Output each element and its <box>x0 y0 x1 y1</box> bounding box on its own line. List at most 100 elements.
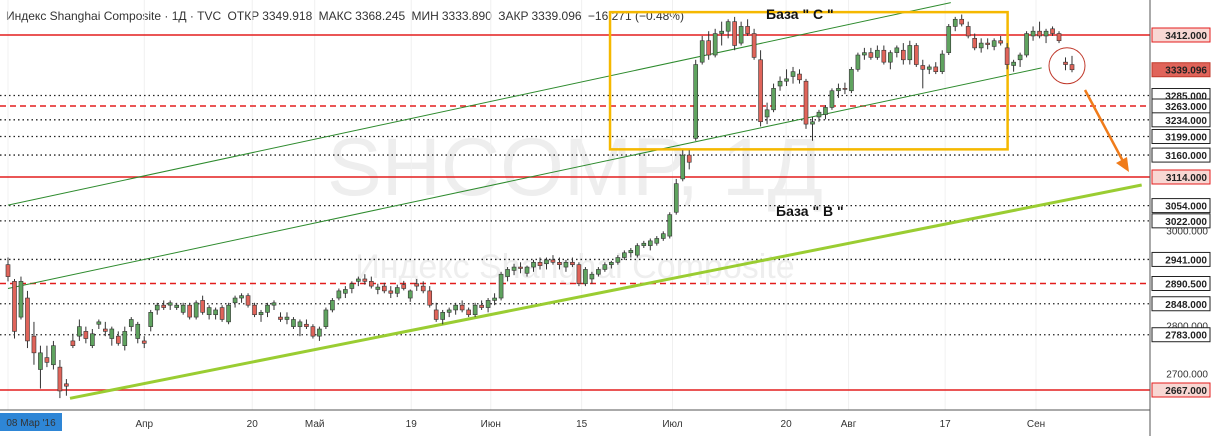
candle-body <box>64 383 69 387</box>
candle-body <box>816 111 822 118</box>
candle-body <box>1056 33 1062 42</box>
candle-body <box>304 323 309 327</box>
open-value: 3349.918 <box>262 9 313 23</box>
price-tick-label: 2700.000 <box>1166 369 1208 380</box>
candle-body <box>252 304 257 316</box>
candle-body <box>660 233 666 239</box>
candle-body <box>154 304 160 311</box>
price-label-3054.000: 3054.000 <box>1165 202 1207 213</box>
candle-body <box>492 297 497 301</box>
close-value: 3339.096 <box>531 9 582 23</box>
open-label: ОТКР <box>227 9 260 23</box>
candle-body <box>485 300 491 308</box>
forecast-arrowhead <box>1116 157 1129 172</box>
candle-body <box>122 331 128 346</box>
candle-body <box>920 65 926 70</box>
candle-body <box>939 53 945 72</box>
candle-body <box>401 284 407 289</box>
candle-body <box>745 26 750 34</box>
date-tick-label: 20 <box>247 419 259 430</box>
candle-body <box>356 278 361 282</box>
candle-body <box>498 273 504 299</box>
date-tick-label: Авг <box>841 419 857 430</box>
candle-body <box>12 281 17 332</box>
channel-upper-line <box>7 2 951 206</box>
watermark-name: Индекс Shanghai Composite <box>355 248 794 286</box>
price-label-box <box>1151 382 1211 398</box>
date-tick-label: Июл <box>662 419 682 430</box>
price-label-2848.000: 2848.000 <box>1165 300 1207 311</box>
candle-body <box>622 252 627 258</box>
base-b-label: База " B " <box>776 203 844 219</box>
candle-body <box>141 340 147 344</box>
candle-body <box>589 273 595 280</box>
candle-body <box>991 40 997 47</box>
price-label-3022.000: 3022.000 <box>1165 217 1207 228</box>
candle-body <box>278 316 283 320</box>
date-tick-label: 08 Мар '16 <box>6 418 56 429</box>
candle-body <box>433 309 439 320</box>
candle-body <box>913 45 919 65</box>
price-label-2890.500: 2890.500 <box>1165 280 1207 291</box>
candle-body <box>466 309 471 316</box>
candle-body <box>44 357 50 363</box>
candle-body <box>394 287 400 294</box>
candle-body <box>602 264 608 270</box>
candle-body <box>265 304 270 313</box>
date-tick-label: 19 <box>406 419 418 430</box>
candle-body <box>96 321 102 325</box>
low-label: МИН <box>411 9 439 23</box>
candle-body <box>226 304 231 323</box>
candle-body <box>375 286 381 290</box>
price-label-box <box>1151 169 1211 185</box>
candle-body <box>654 238 660 244</box>
candle-body <box>907 45 913 61</box>
candle-body <box>790 71 796 77</box>
candle-body <box>758 59 763 123</box>
candle-body <box>635 245 640 256</box>
candle-body <box>407 290 413 299</box>
price-label-3160.000: 3160.000 <box>1165 151 1207 162</box>
candle-body <box>77 326 82 337</box>
price-tick-label: 2800.000 <box>1166 322 1208 333</box>
candle-body <box>719 30 724 34</box>
candle-body <box>693 64 699 139</box>
candle-body <box>628 250 634 254</box>
price-label-3412.000: 3412.000 <box>1165 31 1207 42</box>
candle-body <box>174 304 179 308</box>
candle-body <box>615 257 621 263</box>
price-label-box <box>1151 327 1211 343</box>
price-label-box <box>1151 198 1211 214</box>
date-tick-label: Апр <box>135 419 153 430</box>
candle-body <box>985 42 990 45</box>
chart-title: Индекс Shanghai Composite · 1Д · TVC <box>6 9 222 23</box>
candle-body <box>161 304 167 308</box>
candle-body <box>946 26 952 53</box>
candle-body <box>271 302 277 306</box>
candle-body <box>284 316 290 320</box>
candle-body <box>1004 47 1010 65</box>
candle-body <box>511 266 517 271</box>
candle-body <box>1069 64 1075 71</box>
candle-body <box>18 281 24 318</box>
candle-body <box>505 269 510 277</box>
candle-body <box>446 309 452 313</box>
candle-body <box>472 304 478 316</box>
candle-body <box>330 300 335 311</box>
candle-body <box>38 352 43 370</box>
high-value: 3368.245 <box>355 9 406 23</box>
price-label-3234.000: 3234.000 <box>1165 116 1207 127</box>
candle-body <box>764 109 770 118</box>
candle-body <box>1043 30 1049 37</box>
price-label-3285.000: 3285.000 <box>1165 92 1207 103</box>
candle-body <box>959 18 965 25</box>
candle-body <box>317 328 322 337</box>
candle-body <box>239 295 244 299</box>
price-label-box <box>1151 276 1211 291</box>
date-tick-label: Июн <box>481 419 501 430</box>
candle-body <box>570 261 575 265</box>
candle-body <box>771 88 776 111</box>
candle-body <box>965 26 971 37</box>
candle-body <box>83 331 89 339</box>
